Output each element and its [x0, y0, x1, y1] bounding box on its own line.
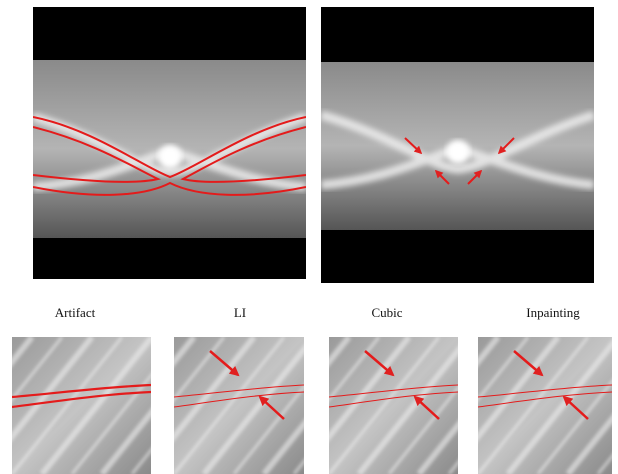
- label: LI: [234, 305, 246, 320]
- sinogram-inpainted: [321, 7, 594, 283]
- page: Artifact LI Cubic Inpainting (() => { co…: [0, 0, 618, 474]
- thumbnails: [0, 337, 618, 474]
- label: Artifact: [55, 305, 96, 320]
- label: Cubic: [371, 305, 402, 320]
- shape: [158, 145, 182, 169]
- sinogram-artifact: [33, 7, 306, 279]
- label: Inpainting: [526, 305, 580, 320]
- thumbnail-bg: [12, 337, 151, 474]
- figure: Artifact LI Cubic Inpainting: [0, 0, 618, 474]
- shape: [446, 140, 470, 164]
